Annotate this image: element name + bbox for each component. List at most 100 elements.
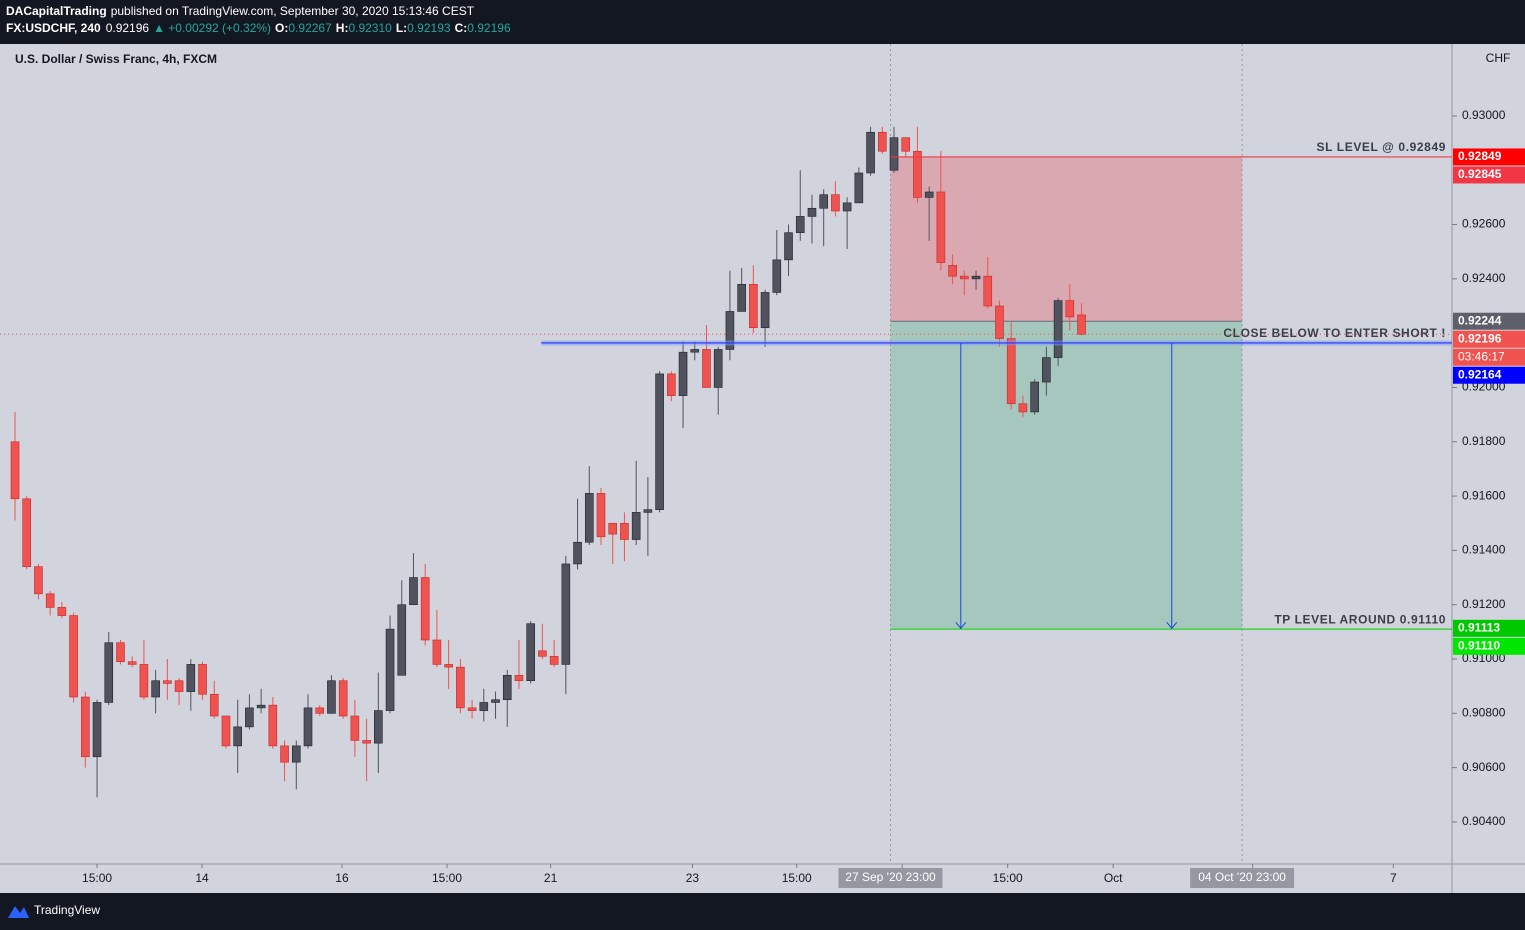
candle-body xyxy=(549,655,559,665)
candle-body xyxy=(174,680,184,692)
candle-body xyxy=(397,604,407,676)
candle-body xyxy=(420,577,430,641)
price-label: 0.91110 xyxy=(1458,638,1500,652)
candle-body xyxy=(22,498,32,567)
arrow-head xyxy=(955,621,967,630)
candle-body xyxy=(327,680,336,714)
candle-body xyxy=(467,707,477,711)
candle-body xyxy=(221,715,231,747)
y-tick-label: 0.90600 xyxy=(1462,760,1506,774)
candle-body xyxy=(45,593,55,608)
range-label-box xyxy=(1190,868,1295,888)
candle-body xyxy=(10,441,20,500)
ohlc-label: H: xyxy=(336,21,349,35)
range-label: 04 Oct '20 23:00 xyxy=(1198,870,1286,884)
candle-body xyxy=(526,623,535,682)
countdown-box xyxy=(1453,348,1525,366)
candle-body xyxy=(924,191,934,198)
price-label: 0.92164 xyxy=(1458,367,1502,381)
candle-body xyxy=(233,726,242,747)
candle-body xyxy=(163,680,172,684)
x-tick-label: 21 xyxy=(544,871,558,885)
logo-icon xyxy=(8,906,29,918)
candle-body xyxy=(432,639,442,665)
candle-body xyxy=(772,259,782,293)
candle-body xyxy=(456,666,465,709)
candle-body xyxy=(620,522,629,540)
candle-body xyxy=(737,283,746,312)
price-label-box xyxy=(1453,166,1525,184)
ohlc-label: C: xyxy=(455,21,468,35)
candle-body xyxy=(1042,357,1051,383)
candle-body xyxy=(842,202,852,212)
target-zone xyxy=(890,321,1243,629)
candle-body xyxy=(960,275,969,280)
candle-body xyxy=(584,493,594,543)
y-tick-label: 0.91600 xyxy=(1462,488,1506,502)
candle-body xyxy=(198,664,207,695)
candle-body xyxy=(643,509,653,513)
last-price: 0.92196 xyxy=(106,21,150,35)
candle-body xyxy=(186,664,196,692)
y-tick-label: 0.91200 xyxy=(1462,597,1506,611)
published: published on TradingView.com, September … xyxy=(111,4,475,18)
ohlc-value: 0.92193 xyxy=(407,21,451,35)
chart-title: U.S. Dollar / Swiss Franc, 4h, FXCM xyxy=(15,52,217,66)
candle-body xyxy=(831,194,840,212)
candle-body xyxy=(795,216,805,234)
candle-body xyxy=(596,493,606,538)
candle-body xyxy=(303,707,313,747)
x-tick-label: 15:00 xyxy=(782,871,812,885)
candle-body xyxy=(116,642,125,663)
price-label-box xyxy=(1453,637,1525,655)
price-label: 0.91113 xyxy=(1458,620,1500,634)
price-label-box xyxy=(1453,619,1525,637)
header-bar xyxy=(0,0,1525,44)
candle-body xyxy=(819,194,828,209)
candle-body xyxy=(749,283,758,329)
candle-body xyxy=(127,661,137,665)
x-tick-label: Oct xyxy=(1104,871,1123,885)
y-tick-label: 0.92400 xyxy=(1462,271,1506,285)
candle-body xyxy=(948,264,957,277)
symbol-line: FX:USDCHF, 240 0.92196 ▲ +0.00292 (+0.32%)… xyxy=(6,21,511,35)
y-tick-label: 0.92600 xyxy=(1462,217,1506,231)
x-tick-label: 15:00 xyxy=(432,871,462,885)
footer-bar xyxy=(0,893,1525,930)
candle-body xyxy=(374,710,383,744)
candle-body xyxy=(1065,300,1075,318)
candle-body xyxy=(350,715,360,741)
price-label-box xyxy=(1453,330,1525,348)
candle-body xyxy=(409,577,418,605)
x-tick-label: 15:00 xyxy=(993,871,1023,885)
price-label-box xyxy=(1453,312,1525,330)
candle-body xyxy=(561,563,571,665)
candle-body xyxy=(444,664,453,668)
x-tick-label: 23 xyxy=(686,871,700,885)
author: DACapitalTrading xyxy=(6,4,107,18)
logo xyxy=(8,906,29,918)
candle-body xyxy=(690,349,700,353)
level-annotation: SL LEVEL @ 0.92849 xyxy=(1317,140,1446,154)
x-tick-label: 7 xyxy=(1390,871,1397,885)
candle-body xyxy=(913,150,922,198)
x-tick-label: 15:00 xyxy=(82,871,112,885)
candle-body xyxy=(209,693,219,717)
candle-body xyxy=(57,607,67,616)
ohlc-value: 0.92267 xyxy=(288,21,332,35)
candle-body xyxy=(69,615,78,698)
candle-body xyxy=(725,311,735,350)
candle-body xyxy=(385,628,395,711)
candle-body xyxy=(291,745,301,763)
candle-body xyxy=(491,699,500,703)
candle-body xyxy=(538,650,547,657)
range-label-box xyxy=(838,868,943,888)
candle-body xyxy=(655,373,664,510)
candle-body xyxy=(268,704,278,747)
candle-body xyxy=(139,664,149,698)
candle-body xyxy=(995,305,1004,339)
candle-body xyxy=(256,704,266,709)
candle-body xyxy=(702,349,711,388)
